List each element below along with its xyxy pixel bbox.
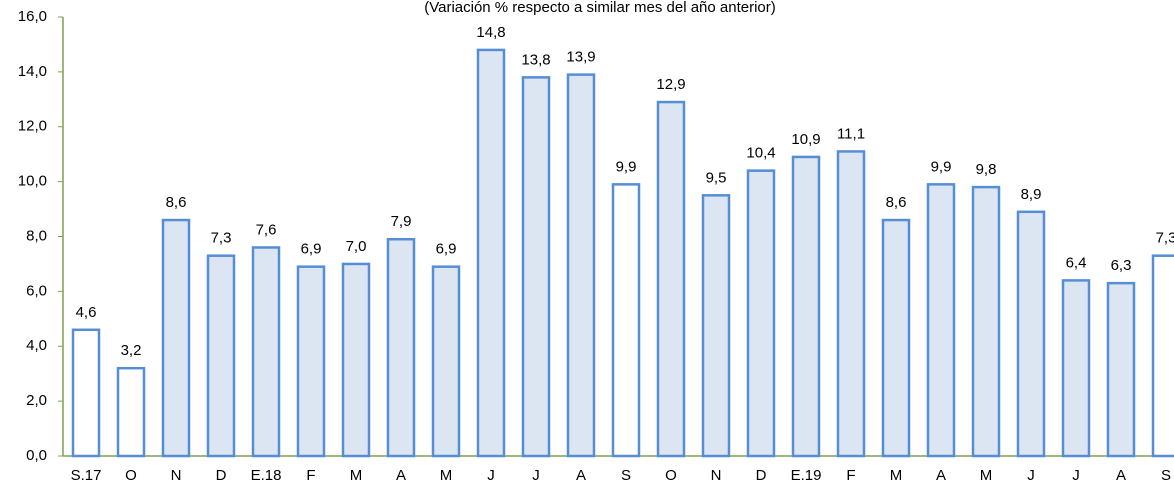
- x-tick-label: J: [1027, 467, 1035, 484]
- bar: [206, 254, 236, 458]
- y-tick-label: 8,0: [26, 227, 47, 244]
- x-tick-label: A: [396, 467, 406, 484]
- y-tick-label: 2,0: [26, 392, 47, 409]
- x-tick-label: A: [1116, 467, 1126, 484]
- bar: [611, 183, 641, 458]
- value-label: 9,9: [931, 158, 952, 175]
- bar: [791, 155, 821, 458]
- bar: [701, 194, 731, 458]
- value-label: 6,9: [301, 241, 322, 258]
- bar: [566, 73, 596, 458]
- value-label: 13,8: [521, 51, 550, 68]
- bar: [251, 246, 281, 458]
- x-tick-label: E.18: [251, 467, 282, 484]
- x-tick-label: N: [711, 467, 722, 484]
- x-tick-label: S: [1161, 467, 1171, 484]
- x-tick-label: N: [171, 467, 182, 484]
- value-label: 13,9: [566, 49, 595, 66]
- bar: [881, 218, 911, 458]
- value-label: 6,4: [1066, 254, 1087, 271]
- x-tick-label: J: [487, 467, 495, 484]
- bar: [836, 150, 866, 458]
- y-tick-label: 12,0: [18, 118, 47, 135]
- value-label: 7,3: [1156, 230, 1174, 247]
- y-tick-label: 16,0: [18, 8, 47, 25]
- bar: [746, 169, 776, 458]
- bar: [1061, 279, 1091, 458]
- value-label: 10,9: [791, 131, 820, 148]
- value-label: 9,9: [616, 158, 637, 175]
- y-tick-label: 14,0: [18, 63, 47, 80]
- value-label: 7,0: [346, 238, 367, 255]
- bar: [296, 265, 326, 458]
- x-tick-label: M: [980, 467, 993, 484]
- bar: [521, 76, 551, 458]
- x-tick-label: J: [532, 467, 540, 484]
- x-tick-label: D: [216, 467, 227, 484]
- bar: [431, 265, 461, 458]
- value-label: 9,8: [976, 161, 997, 178]
- chart-subtitle: (Variación % respecto a similar mes del …: [424, 0, 776, 16]
- y-tick-label: 0,0: [26, 447, 47, 464]
- value-label: 8,6: [886, 194, 907, 211]
- x-tick-label: O: [665, 467, 677, 484]
- x-tick-label: S: [621, 467, 631, 484]
- bar: [386, 237, 416, 458]
- x-tick-label: O: [125, 467, 137, 484]
- value-label: 6,3: [1111, 257, 1132, 274]
- value-label: 7,9: [391, 213, 412, 230]
- x-tick-label: J: [1072, 467, 1080, 484]
- y-tick-label: 6,0: [26, 282, 47, 299]
- bar: [476, 48, 506, 458]
- x-tick-label: A: [576, 467, 586, 484]
- x-tick-label: M: [350, 467, 363, 484]
- x-tick-label: S.17: [71, 467, 102, 484]
- x-tick-label: F: [306, 467, 315, 484]
- value-label: 11,1: [837, 125, 865, 142]
- bar: [971, 185, 1001, 458]
- x-tick-label: M: [440, 467, 453, 484]
- value-label: 10,4: [746, 145, 775, 162]
- bar: [1106, 281, 1136, 458]
- bar: [71, 328, 101, 458]
- value-label: 8,9: [1021, 186, 1042, 203]
- value-label: 7,3: [211, 230, 232, 247]
- value-label: 14,8: [476, 24, 505, 41]
- x-tick-label: F: [846, 467, 855, 484]
- value-label: 7,6: [256, 221, 277, 238]
- bar: [161, 218, 191, 458]
- x-tick-label: A: [936, 467, 946, 484]
- value-label: 4,6: [76, 304, 97, 321]
- y-tick-label: 10,0: [18, 173, 47, 190]
- x-tick-label: M: [890, 467, 903, 484]
- bar: [1016, 210, 1046, 458]
- value-label: 12,9: [656, 76, 685, 93]
- x-tick-label: E.19: [791, 467, 822, 484]
- x-tick-label: D: [756, 467, 767, 484]
- value-label: 6,9: [436, 241, 457, 258]
- bar: [1151, 254, 1174, 458]
- bar: [341, 262, 371, 458]
- value-label: 9,5: [706, 169, 727, 186]
- bar: [116, 366, 146, 458]
- value-label: 3,2: [121, 342, 142, 359]
- bar: [926, 183, 956, 458]
- bar: [656, 100, 686, 458]
- y-tick-label: 4,0: [26, 337, 47, 354]
- value-label: 8,6: [166, 194, 187, 211]
